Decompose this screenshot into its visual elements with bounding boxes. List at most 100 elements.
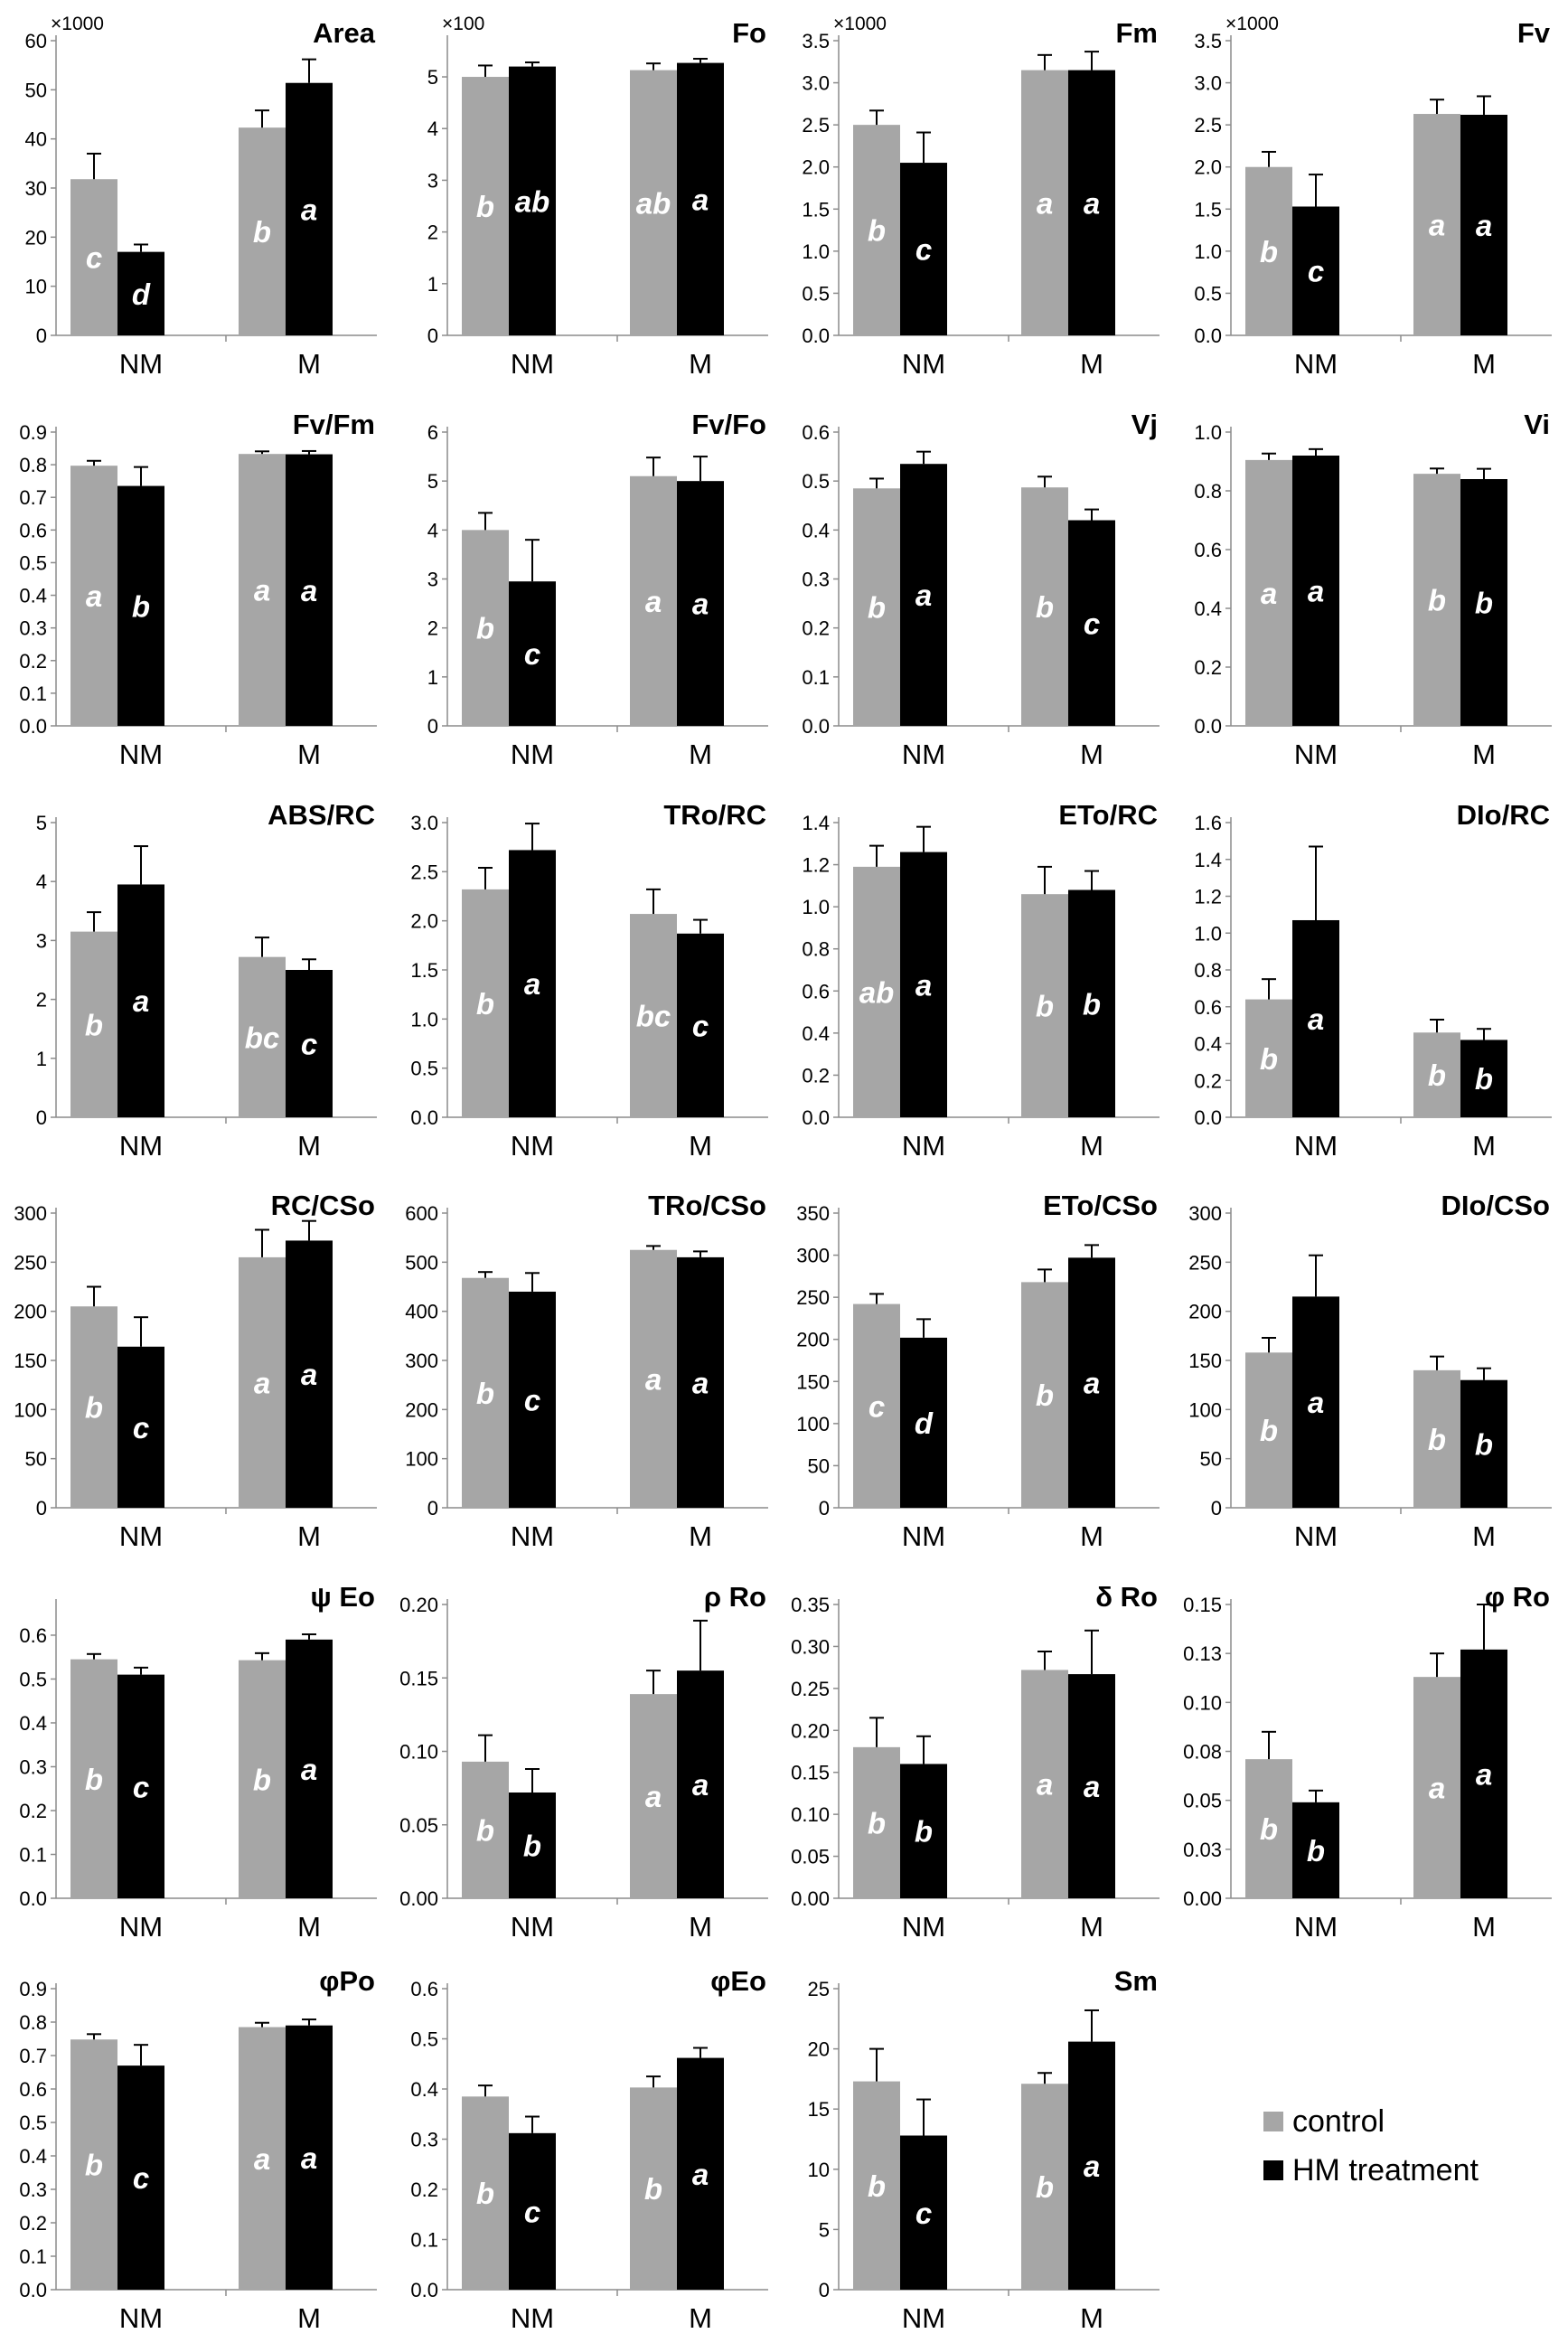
y-tick-label: 5: [427, 66, 438, 89]
y-tick-label: 1.0: [1194, 922, 1222, 945]
significance-letter: b: [476, 612, 494, 645]
chart-panel: 0 50 100 150 200 250 300 RC/CSo b a c a NM M: [14, 1190, 377, 1552]
y-tick-label: 0.15: [399, 1667, 438, 1689]
significance-letter: a: [645, 1362, 662, 1396]
bar: [1068, 2041, 1115, 2290]
significance-letter: a: [301, 1753, 317, 1786]
bar: [1292, 206, 1339, 335]
y-tick-label: 0.3: [19, 617, 47, 640]
chart-panel: 0.00.10.20.30.40.50.60.70.80.9 Fv/Fma ab aN…: [19, 409, 377, 770]
significance-letter: a: [915, 968, 932, 1002]
bar: [677, 1670, 724, 1898]
y-tick-label: 200: [405, 1398, 438, 1421]
category-label: NM: [902, 348, 945, 380]
significance-letter: a: [1476, 209, 1492, 242]
y-tick-label: 0.8: [1194, 480, 1222, 503]
y-tick-label: 0.10: [791, 1803, 830, 1826]
y-tick-label: 0.6: [802, 980, 830, 1002]
y-tick-label: 0.1: [19, 682, 47, 705]
y-tick-label: 50: [25, 1448, 47, 1471]
bar: [70, 931, 117, 1117]
category-label: M: [297, 2302, 321, 2334]
bar: [117, 1674, 164, 1898]
significance-letter: d: [132, 278, 151, 311]
bar: [70, 466, 117, 726]
y-tick-label: 0.0: [802, 1106, 830, 1129]
category-label: M: [1472, 1911, 1496, 1943]
y-tick-label: 1.4: [802, 812, 830, 834]
y-tick-label: 1.0: [410, 1008, 438, 1030]
bar: [677, 62, 724, 335]
y-tick-label: 4: [427, 519, 438, 541]
bar: [1460, 1040, 1507, 1117]
y-tick-label: 0.20: [399, 1594, 438, 1616]
bar: [286, 2025, 333, 2290]
category-label: NM: [902, 1520, 945, 1552]
bar: [853, 2081, 900, 2290]
y-tick-label: 2.0: [410, 910, 438, 933]
y-tick-label: 0.6: [19, 1624, 47, 1647]
chart-panel: 0.0 0.5 1.0 1.5 2.0 2.5 3.0 TRo/RC b bc a c NM M: [410, 799, 768, 1162]
y-tick-label: 0.5: [802, 282, 830, 305]
bar: [1413, 114, 1460, 335]
significance-letter: a: [1261, 577, 1277, 610]
significance-letter: c: [133, 1770, 149, 1803]
bar: [1068, 70, 1115, 335]
y-tick-label: 0.5: [410, 1058, 438, 1080]
y-tick-label: 0.15: [791, 1762, 830, 1784]
y-tick-label: 0.7: [19, 486, 47, 509]
bar: [117, 884, 164, 1117]
significance-letter: bc: [636, 1000, 671, 1033]
y-tick-label: 1.5: [802, 198, 830, 221]
bar: [239, 127, 286, 335]
y-tick-label: 0.10: [399, 1741, 438, 1764]
panel-title: ETo/RC: [1058, 799, 1158, 831]
y-tick-label: 0.2: [19, 2212, 47, 2235]
bar: [853, 1303, 900, 1508]
panel-title: RC/CSo: [271, 1190, 375, 1221]
bar: [1021, 70, 1068, 335]
y-tick-label: 0.4: [1194, 1033, 1222, 1056]
category-label: NM: [1294, 1130, 1338, 1162]
category-label: M: [689, 739, 712, 770]
bar: [286, 970, 333, 1117]
y-tick-label: 0.10: [1183, 1691, 1222, 1714]
significance-letter: a: [1308, 1002, 1324, 1036]
bar: [239, 1256, 286, 1508]
significance-letter: a: [1084, 186, 1100, 220]
significance-letter: a: [1084, 2150, 1100, 2183]
y-tick-label: 0.2: [802, 1064, 830, 1087]
y-tick-label: 1.5: [1194, 198, 1222, 221]
y-tick-label: 0.0: [410, 2279, 438, 2301]
y-tick-label: 100: [1188, 1398, 1222, 1421]
panel-title: Fv/Fm: [293, 409, 375, 440]
bar: [117, 485, 164, 726]
y-tick-label: 0.1: [19, 2245, 47, 2268]
y-tick-label: 400: [405, 1301, 438, 1323]
y-tick-label: 0.9: [19, 421, 47, 444]
significance-letter: d: [915, 1407, 934, 1440]
panel-title: φPo: [319, 1965, 375, 1997]
bar: [1245, 1759, 1292, 1898]
y-tick-label: 3: [427, 169, 438, 192]
bar: [239, 2027, 286, 2290]
bar: [1460, 114, 1507, 335]
y-tick-label: 3.5: [1194, 30, 1222, 52]
bar: [677, 481, 724, 726]
y-tick-label: 50: [25, 79, 47, 101]
y-tick-label: 0.9: [19, 1978, 47, 2000]
legend-swatch-control: [1263, 2112, 1283, 2131]
y-tick-label: 0.2: [19, 650, 47, 673]
bar: [117, 1346, 164, 1508]
y-tick-label: 0: [1211, 1497, 1222, 1520]
bar: [286, 1639, 333, 1898]
significance-letter: a: [692, 1366, 709, 1399]
y-tick-label: 2.5: [802, 114, 830, 136]
chart-panel: 0.0 0.5 1.0 1.5 2.0 2.5 3.0 3.5×1000 Fv b a c a NM M: [1194, 14, 1552, 380]
significance-letter: a: [1429, 1772, 1445, 1805]
y-tick-label: 3: [36, 929, 47, 952]
y-tick-label: 0.2: [410, 2178, 438, 2201]
bar: [239, 1660, 286, 1898]
